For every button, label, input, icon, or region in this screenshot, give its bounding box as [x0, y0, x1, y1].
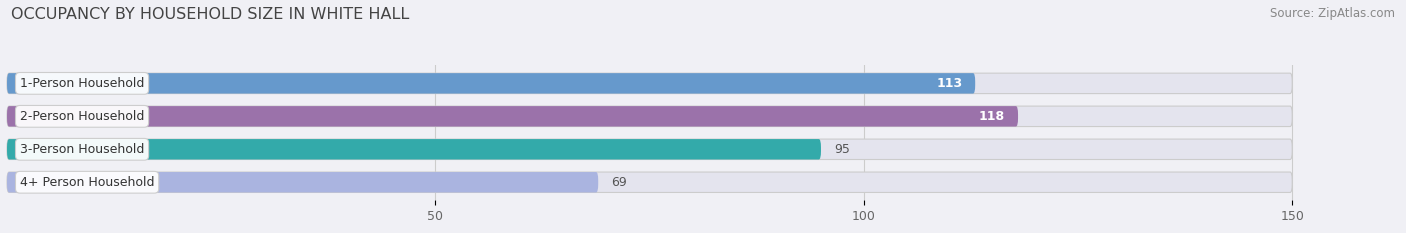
Text: OCCUPANCY BY HOUSEHOLD SIZE IN WHITE HALL: OCCUPANCY BY HOUSEHOLD SIZE IN WHITE HAL… — [11, 7, 409, 22]
Text: 4+ Person Household: 4+ Person Household — [20, 176, 155, 189]
Text: 1-Person Household: 1-Person Household — [20, 77, 145, 90]
FancyBboxPatch shape — [7, 172, 598, 192]
Text: 2-Person Household: 2-Person Household — [20, 110, 145, 123]
Text: 69: 69 — [612, 176, 627, 189]
Text: 113: 113 — [936, 77, 962, 90]
FancyBboxPatch shape — [7, 139, 1292, 160]
Text: 95: 95 — [834, 143, 849, 156]
Text: Source: ZipAtlas.com: Source: ZipAtlas.com — [1270, 7, 1395, 20]
Text: 3-Person Household: 3-Person Household — [20, 143, 145, 156]
FancyBboxPatch shape — [7, 106, 1018, 127]
FancyBboxPatch shape — [7, 106, 1292, 127]
FancyBboxPatch shape — [7, 139, 821, 160]
FancyBboxPatch shape — [7, 172, 1292, 192]
Text: 118: 118 — [979, 110, 1005, 123]
FancyBboxPatch shape — [7, 73, 976, 94]
FancyBboxPatch shape — [7, 73, 1292, 94]
